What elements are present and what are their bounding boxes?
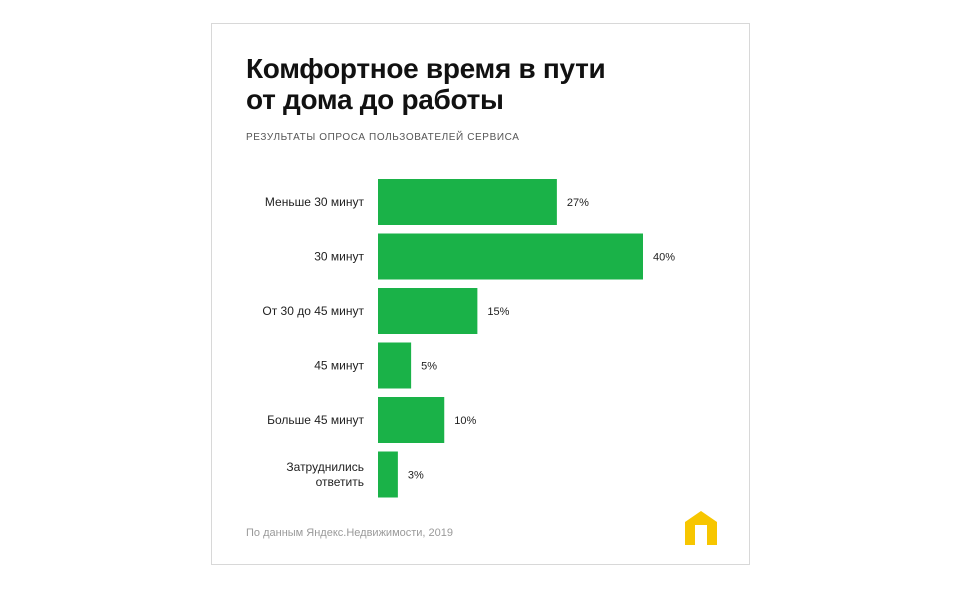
value-label: 3% <box>408 470 424 482</box>
chart-title-line-2: от дома до работы <box>246 84 504 115</box>
category-label: 30 минут <box>314 250 364 264</box>
bar <box>378 342 412 389</box>
value-label: 10% <box>454 415 476 427</box>
value-label: 15% <box>487 306 509 318</box>
bar <box>378 397 445 443</box>
value-label: 27% <box>567 197 589 209</box>
chart-card: Комфортное время в пути от дома до работ… <box>211 23 750 565</box>
chart-title-line-1: Комфортное время в пути <box>246 53 606 84</box>
bar-chart: Меньше 30 минут 27% 30 минут 40% От 30 до 45… <box>262 179 675 498</box>
category-label: ответить <box>316 475 364 489</box>
bar <box>378 233 643 280</box>
chart-title: Комфортное время в пути от дома до работ… <box>246 53 606 115</box>
value-label: 5% <box>421 361 437 373</box>
category-label: Затруднились <box>286 460 364 474</box>
category-label: 45 минут <box>314 359 364 373</box>
bar <box>378 179 557 225</box>
category-label: Больше 45 минут <box>267 413 364 427</box>
category-label: Меньше 30 минут <box>265 195 365 209</box>
bar <box>378 451 398 498</box>
bar <box>378 288 478 334</box>
value-label: 40% <box>653 252 675 264</box>
category-label: От 30 до 45 минут <box>262 304 364 318</box>
chart-subtitle: РЕЗУЛЬТАТЫ ОПРОСА ПОЛЬЗОВАТЕЛЕЙ СЕРВИСА <box>246 132 520 143</box>
house-icon <box>685 511 717 545</box>
source-note: По данным Яндекс.Недвижимости, 2019 <box>246 527 454 539</box>
